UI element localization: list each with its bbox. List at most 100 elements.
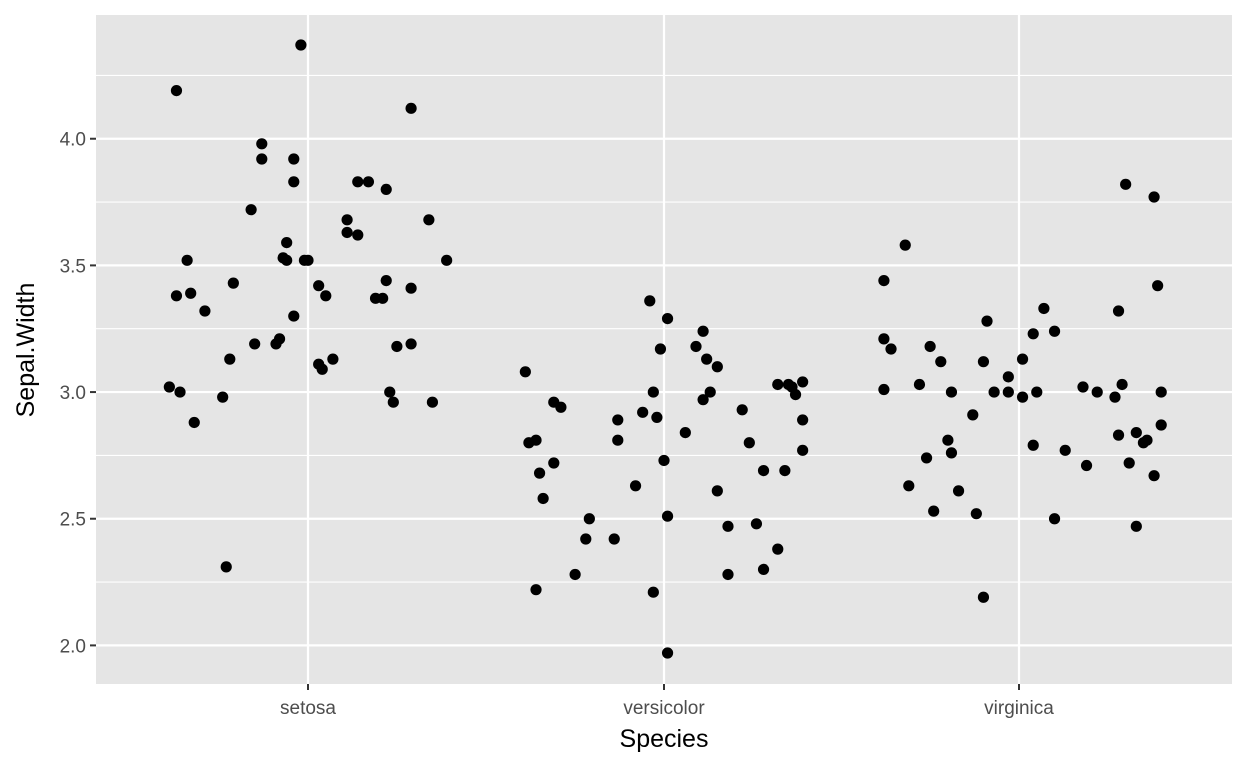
data-point-setosa <box>181 254 193 266</box>
data-point-virginica <box>1109 391 1121 403</box>
data-point-versicolor <box>533 467 546 479</box>
data-point-versicolor <box>797 444 809 456</box>
data-point-versicolor <box>772 543 784 555</box>
data-point-versicolor <box>789 389 802 401</box>
data-point-versicolor <box>782 378 795 391</box>
data-point-versicolor <box>519 366 531 378</box>
data-point-versicolor <box>779 465 791 477</box>
data-point-versicolor <box>722 520 734 532</box>
data-point-versicolor <box>569 568 581 581</box>
data-point-virginica <box>1077 381 1089 393</box>
y-axis-title: Sepal.Width <box>12 283 40 418</box>
data-point-setosa <box>405 338 417 350</box>
data-point-setosa <box>384 386 396 398</box>
data-point-virginica <box>878 333 890 345</box>
data-point-virginica <box>1155 419 1167 431</box>
data-point-setosa <box>288 176 300 188</box>
data-point-virginica <box>1148 191 1160 203</box>
data-point-versicolor <box>750 518 763 530</box>
data-point-versicolor <box>612 434 624 446</box>
data-point-setosa <box>256 153 268 165</box>
data-point-setosa <box>245 204 257 216</box>
data-point-versicolor <box>537 492 549 505</box>
data-point-setosa <box>288 310 300 322</box>
y-tick-label: 4.0 <box>60 130 86 151</box>
data-point-virginica <box>1112 429 1125 441</box>
data-point-setosa <box>281 237 293 249</box>
data-point-setosa <box>170 290 183 302</box>
data-point-virginica <box>942 434 954 446</box>
data-point-versicolor <box>772 378 784 391</box>
data-point-versicolor <box>797 414 809 426</box>
data-point-setosa <box>217 391 229 403</box>
data-point-versicolor <box>661 647 674 659</box>
data-point-setosa <box>423 214 435 226</box>
data-point-versicolor <box>697 325 709 337</box>
data-point-virginica <box>1091 386 1103 398</box>
data-point-virginica <box>920 452 933 464</box>
data-point-versicolor <box>580 533 592 545</box>
data-point-setosa <box>352 229 364 241</box>
data-point-virginica <box>1002 371 1014 383</box>
data-point-setosa <box>227 277 239 289</box>
y-tick-label: 2.5 <box>60 510 86 531</box>
data-point-versicolor <box>757 563 770 576</box>
data-point-virginica <box>1048 513 1061 525</box>
data-point-setosa <box>380 183 392 195</box>
data-point-versicolor <box>608 533 620 545</box>
data-point-setosa <box>327 353 339 365</box>
data-point-virginica <box>1059 444 1071 456</box>
y-tick-label: 3.0 <box>60 383 86 404</box>
data-point-virginica <box>899 239 911 251</box>
data-point-setosa <box>405 102 417 114</box>
data-point-setosa <box>352 176 364 188</box>
data-points <box>163 39 1167 659</box>
data-point-virginica <box>1048 325 1061 337</box>
data-point-virginica <box>977 356 990 368</box>
data-point-versicolor <box>679 427 691 439</box>
data-point-versicolor <box>647 586 659 598</box>
data-point-setosa <box>199 305 211 317</box>
x-tick-label: virginica <box>984 698 1054 719</box>
data-point-virginica <box>1002 386 1014 398</box>
data-point-virginica <box>1112 305 1125 317</box>
data-point-versicolor <box>757 465 770 477</box>
y-axis-ticks: 2.0 2.5 3.0 3.5 4.0 <box>60 130 96 657</box>
data-point-virginica <box>1123 457 1135 469</box>
data-point-virginica <box>924 340 936 353</box>
data-point-setosa <box>387 396 399 408</box>
data-point-virginica <box>967 409 979 421</box>
data-point-versicolor <box>647 386 659 398</box>
data-point-setosa <box>298 254 311 266</box>
data-point-versicolor <box>651 411 663 423</box>
data-point-virginica <box>1148 470 1160 482</box>
data-point-setosa <box>391 340 403 353</box>
data-point-virginica <box>1038 302 1050 315</box>
x-tick-label: setosa <box>280 698 336 719</box>
data-point-virginica <box>981 315 993 327</box>
data-point-setosa <box>341 214 353 226</box>
data-point-virginica <box>1016 391 1029 403</box>
data-point-virginica <box>1027 328 1039 340</box>
data-point-virginica <box>878 275 890 287</box>
data-point-setosa <box>256 138 268 150</box>
data-point-versicolor <box>654 343 667 355</box>
data-point-virginica <box>1120 178 1132 190</box>
data-point-virginica <box>878 383 890 396</box>
data-point-setosa <box>377 292 389 304</box>
data-point-versicolor <box>661 510 674 522</box>
data-point-virginica <box>1116 378 1128 391</box>
data-point-virginica <box>1130 520 1142 532</box>
data-point-versicolor <box>612 414 624 426</box>
data-point-virginica <box>1031 386 1043 398</box>
data-point-virginica <box>1141 434 1153 446</box>
data-point-virginica <box>935 356 947 368</box>
data-point-setosa <box>220 561 232 573</box>
data-point-setosa <box>441 254 453 266</box>
x-axis-ticks: setosa versicolor virginica <box>280 684 1054 719</box>
data-point-versicolor <box>711 485 723 497</box>
data-point-virginica <box>970 508 982 520</box>
data-point-setosa <box>341 226 353 239</box>
data-point-virginica <box>945 386 958 398</box>
data-point-versicolor <box>629 480 642 492</box>
